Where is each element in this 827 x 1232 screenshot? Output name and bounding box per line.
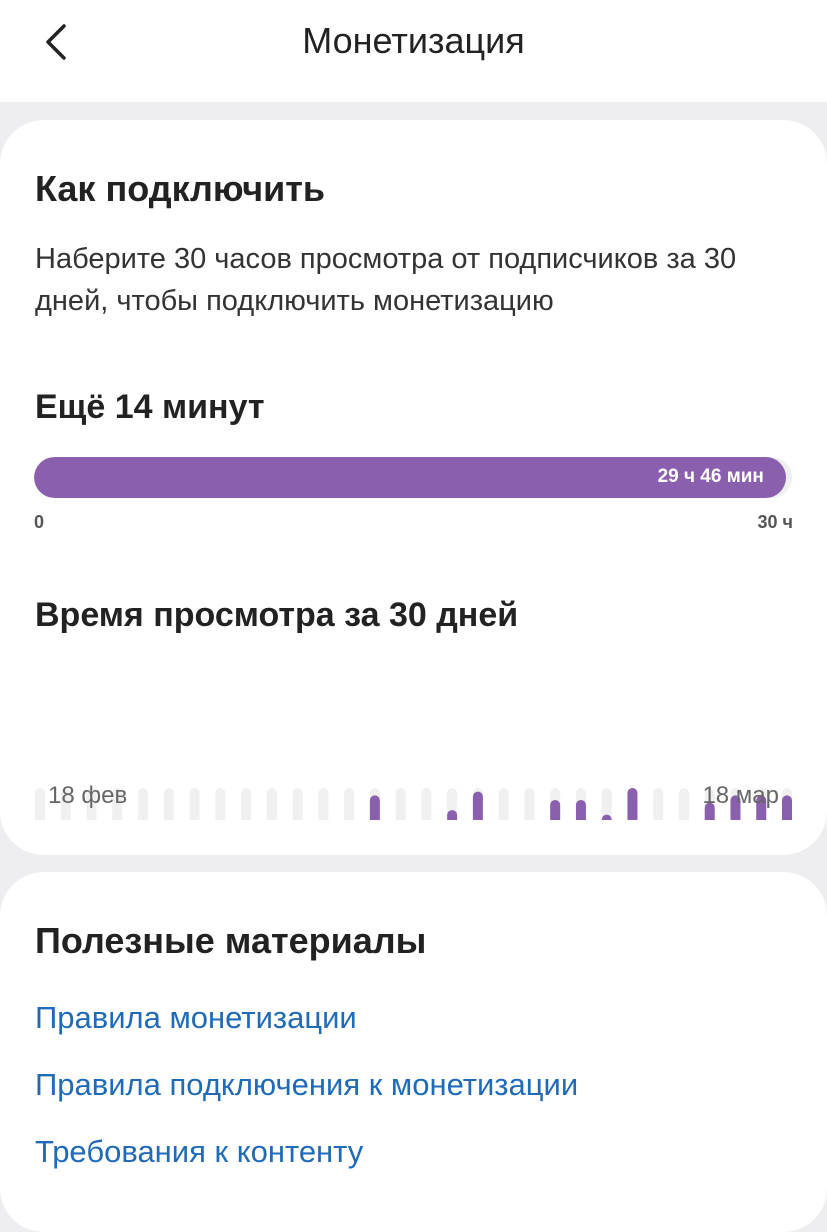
bar-track — [678, 788, 689, 880]
bar — [782, 795, 792, 880]
bar — [447, 810, 458, 880]
x-start-label: 18 фев — [48, 782, 128, 809]
bar-track — [524, 788, 535, 880]
bar-track — [266, 788, 277, 880]
progress-max-label: 30 ч — [757, 512, 793, 532]
bar-track — [653, 788, 664, 880]
bar-track — [421, 788, 432, 880]
bar — [369, 795, 380, 880]
bar-track — [318, 788, 329, 880]
progress-bar: 29 ч 46 мин — [34, 457, 792, 498]
bar — [472, 791, 483, 880]
connect-heading: Как подключить — [35, 168, 326, 209]
watch-time-chart: 18 фев 18 мар — [0, 660, 827, 935]
remaining-time: Ещё 14 минут — [35, 388, 265, 426]
bar-track — [138, 788, 149, 880]
link-connection-rules[interactable]: Правила подключения к монетизации — [35, 1067, 579, 1102]
app-header: Монетизация — [0, 0, 827, 102]
progress-value: 29 ч 46 мин — [657, 466, 764, 487]
watch-time-heading: Время просмотра за 30 дней — [35, 596, 519, 634]
back-button[interactable] — [38, 22, 78, 62]
bar-track — [189, 788, 200, 880]
link-monetization-rules[interactable]: Правила монетизации — [35, 1000, 357, 1035]
bar — [550, 799, 561, 880]
bar — [575, 799, 586, 880]
connect-description: Наберите 30 часов просмотра от подписчик… — [35, 243, 737, 317]
progress-fill: 29 ч 46 мин — [34, 457, 786, 498]
bar — [627, 788, 638, 880]
bar-track — [498, 788, 509, 880]
materials-heading: Полезные материалы — [35, 920, 427, 961]
bar-track — [215, 788, 226, 880]
bar-track — [163, 788, 174, 880]
chevron-left-icon — [46, 24, 66, 60]
link-content-requirements[interactable]: Требования к контенту — [35, 1134, 364, 1169]
x-end-label: 18 мар — [702, 782, 779, 809]
page-title: Монетизация — [302, 20, 525, 61]
bar-track — [35, 788, 45, 880]
progress-min-label: 0 — [34, 512, 45, 532]
bar-track — [292, 788, 303, 880]
connect-card: Как подключить Наберите 30 часов просмот… — [0, 120, 827, 935]
materials-card: Полезные материалы Правила монетизации П… — [0, 872, 827, 1232]
bar-track — [344, 788, 355, 880]
bar-track — [395, 788, 406, 880]
bar-track — [241, 788, 252, 880]
